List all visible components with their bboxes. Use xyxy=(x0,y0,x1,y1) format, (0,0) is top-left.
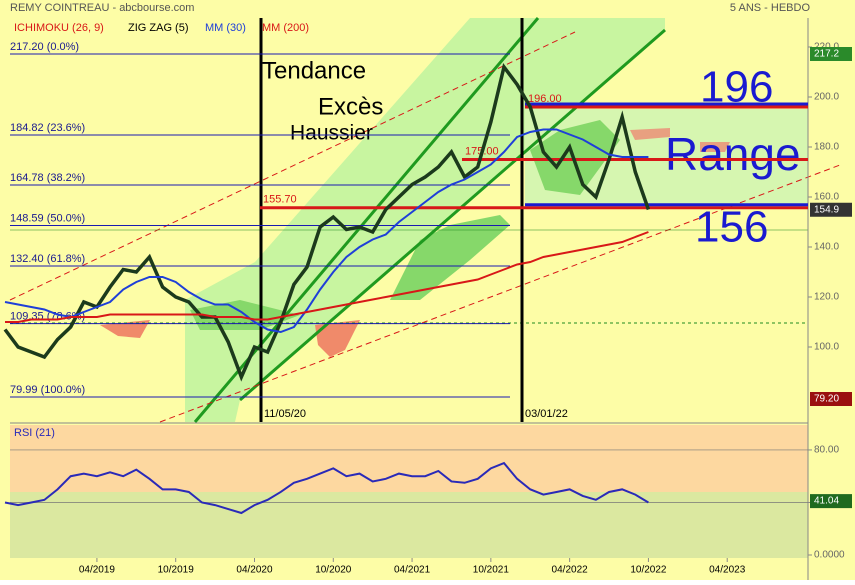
y-tick-label: 0.0000 xyxy=(814,550,845,561)
price-tag-label: 154.9 xyxy=(814,204,839,215)
series-line xyxy=(4,128,649,334)
annotation: 156 xyxy=(695,203,768,252)
annotation: Haussier xyxy=(290,122,373,145)
legend-entry: MM (30) xyxy=(205,22,246,34)
y-tick-label: 200.0 xyxy=(814,92,839,103)
trend-line xyxy=(9,31,576,301)
annotation: Tendance xyxy=(262,57,366,84)
price-tag xyxy=(810,47,852,61)
event-label: 11/05/20 xyxy=(264,408,306,420)
series-line xyxy=(3,62,651,382)
legend-entry: MM (200) xyxy=(262,22,309,34)
fib-label: 164.78 (38.2%) xyxy=(10,172,85,184)
x-tick-label: 04/2021 xyxy=(394,565,431,576)
y-tick-label: 120.0 xyxy=(814,292,839,303)
annotation: Excès xyxy=(318,93,383,120)
x-tick-label: 10/2021 xyxy=(473,565,510,576)
rsi-upper-zone xyxy=(10,425,808,492)
x-tick-label: 04/2022 xyxy=(552,565,589,576)
panel-title: RSI (21) xyxy=(14,427,55,439)
y-tick-label: 140.0 xyxy=(814,242,839,253)
price-tag-label: 41.04 xyxy=(814,496,839,507)
x-tick-label: 10/2020 xyxy=(315,565,352,576)
series-line xyxy=(4,461,649,515)
x-tick-label: 04/2019 xyxy=(79,565,116,576)
price-tag xyxy=(810,494,852,509)
price-tag xyxy=(810,392,852,406)
level-label: 155.70 xyxy=(263,194,297,206)
legend-entry: ZIG ZAG (5) xyxy=(128,22,189,34)
series-line xyxy=(5,231,649,323)
y-tick-label: 100.0 xyxy=(814,342,839,353)
y-tick-label: 80.00 xyxy=(814,445,839,456)
fib-label: 79.99 (100.0%) xyxy=(10,384,85,396)
chart-title: REMY COINTREAU - abcbourse.com xyxy=(10,2,194,14)
trend-line xyxy=(239,28,666,402)
fib-label: 184.82 (23.6%) xyxy=(10,122,85,134)
x-tick-label: 04/2020 xyxy=(236,565,273,576)
level-label: 196.00 xyxy=(528,93,562,105)
fib-label: 148.59 (50.0%) xyxy=(10,212,85,224)
ichimoku-cloud xyxy=(315,320,360,357)
price-tag-label: 217.2 xyxy=(814,49,839,60)
ichimoku-cloud xyxy=(100,320,150,338)
legend-entry: ICHIMOKU (26, 9) xyxy=(14,22,104,34)
price-tag-label: 79.20 xyxy=(814,394,839,405)
price-tag xyxy=(810,202,852,217)
rsi-lower-zone xyxy=(10,492,808,558)
fib-label: 132.40 (61.8%) xyxy=(10,253,85,265)
x-tick-label: 10/2019 xyxy=(158,565,195,576)
annotation: Range xyxy=(665,128,801,180)
ichimoku-cloud xyxy=(390,215,510,300)
x-tick-label: 10/2022 xyxy=(630,565,667,576)
event-label: 03/01/22 xyxy=(525,408,568,420)
x-tick-label: 04/2023 xyxy=(709,565,746,576)
y-tick-label: 180.0 xyxy=(814,142,839,153)
y-tick-label: 160.0 xyxy=(814,192,839,203)
fib-label: 217.20 (0.0%) xyxy=(10,41,79,53)
chart-subtitle: 5 ANS - HEBDO xyxy=(730,2,811,14)
ichimoku-cloud xyxy=(630,128,730,152)
